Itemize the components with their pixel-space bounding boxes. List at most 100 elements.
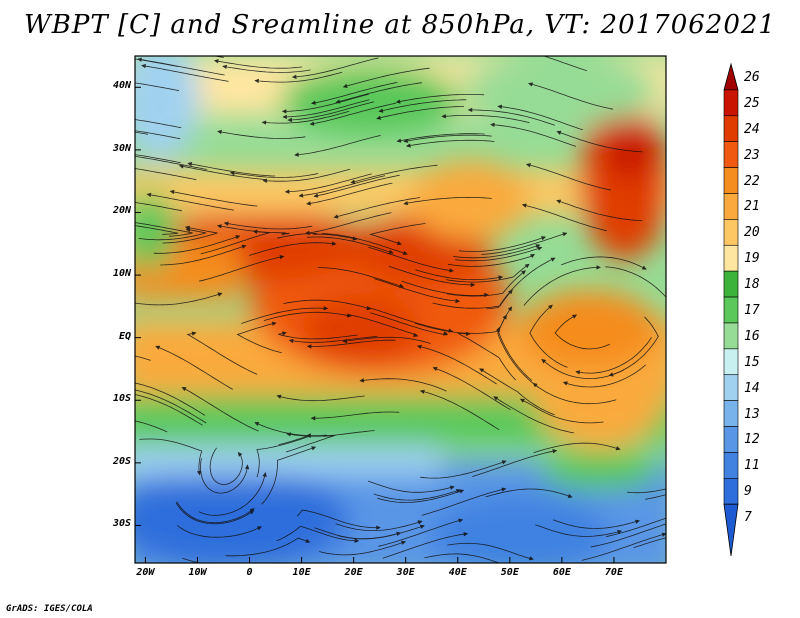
streamline (236, 322, 282, 354)
streamline (321, 233, 408, 255)
streamline (135, 130, 181, 140)
colorbar-label: 11 (744, 458, 760, 474)
streamline-arrow (304, 230, 310, 235)
streamline-arrow (501, 460, 507, 465)
streamline (162, 226, 218, 244)
streamline-arrow (261, 120, 267, 125)
streamline (414, 322, 500, 334)
streamline (520, 398, 604, 424)
lat-label: EQ (118, 330, 131, 342)
streamline (374, 278, 460, 302)
streamline (262, 110, 350, 124)
streamline-arrow (388, 249, 394, 254)
colorbar-label: 7 (744, 510, 752, 526)
lat-label: 10N (112, 268, 131, 280)
streamline-arrow (503, 45, 507, 48)
streamline-arrow (498, 275, 504, 280)
streamline-arrow (635, 519, 640, 524)
streamline-arrow (291, 74, 297, 79)
streamline-arrow (550, 257, 556, 262)
streamline-arrow (216, 224, 222, 229)
streamline (214, 60, 303, 69)
lon-label: 20W (136, 567, 155, 578)
streamline (285, 173, 372, 193)
streamline (645, 494, 666, 500)
streamline (282, 93, 369, 112)
colorbar-label: 17 (744, 303, 760, 318)
streamline (457, 332, 516, 381)
streamline (472, 450, 557, 477)
streamline (176, 501, 255, 524)
streamline (160, 245, 246, 266)
streamline (490, 124, 577, 147)
streamline-arrow (402, 251, 408, 255)
streamline (556, 200, 643, 222)
streamline (498, 105, 583, 131)
colorbar-label: 12 (744, 432, 760, 448)
streamline (217, 131, 306, 139)
colorbar-swatch (723, 244, 739, 272)
streamline (533, 383, 617, 405)
streamline-arrow (281, 109, 287, 114)
streamline-arrow (508, 289, 513, 295)
streamline-arrow (81, 418, 85, 422)
streamline-arrow (541, 236, 547, 241)
lon-label: 10E (292, 567, 311, 578)
lat-label: 40N (112, 80, 131, 92)
streamline (373, 489, 461, 501)
axis-ticks (135, 86, 615, 563)
streamline (276, 525, 359, 542)
colorbar-label: 23 (744, 147, 760, 163)
streamline (468, 109, 555, 126)
streamline-arrow (413, 333, 419, 337)
streamline-arrow (417, 520, 423, 525)
streamline (155, 346, 233, 390)
streamline (458, 236, 546, 252)
streamline-arrow (401, 540, 407, 545)
colorbar-label: 18 (744, 277, 760, 293)
streamline-arrow (541, 358, 547, 364)
streamline (446, 270, 526, 297)
streamline-arrow (671, 521, 675, 524)
streamline-arrow (463, 532, 469, 537)
colorbar-swatch (723, 193, 739, 220)
streamline-arrow (254, 422, 260, 426)
streamline-arrow (497, 104, 503, 109)
streamline-arrow (223, 221, 229, 226)
streamline (135, 119, 182, 129)
streamline-arrow (562, 381, 568, 386)
streamline (481, 232, 567, 255)
streamline-arrow (501, 487, 507, 492)
lat-label: 10S (112, 393, 131, 405)
streamline (528, 83, 614, 110)
streamline-arrow (449, 485, 455, 490)
streamline (283, 99, 370, 118)
streamline (224, 222, 313, 230)
streamline-arrow (169, 189, 175, 195)
streamline (261, 446, 316, 505)
streamline-arrow (254, 78, 260, 84)
streamline (376, 106, 465, 119)
streamline (535, 524, 622, 537)
streamline-arrow (237, 451, 243, 457)
streamline-arrow (310, 416, 316, 421)
streamline-arrow (294, 152, 299, 157)
streamline (541, 359, 624, 380)
streamline-arrow (213, 59, 219, 64)
streamline-arrow (276, 394, 282, 399)
streamline (404, 134, 492, 142)
colorbar-label: 15 (744, 354, 760, 370)
streamline (135, 168, 197, 181)
colorbar-label: 26 (744, 69, 760, 85)
streamline-arrow (178, 164, 184, 169)
streamline-arrow (95, 197, 99, 201)
streamlines (81, 45, 713, 563)
streamline (182, 387, 259, 432)
streamline-arrow (311, 446, 317, 451)
colorbar-label: 19 (744, 251, 760, 267)
streamline-arrow (479, 368, 484, 373)
streamline-arrow (709, 474, 713, 477)
streamline-arrow (596, 265, 602, 270)
streamline (292, 57, 379, 78)
